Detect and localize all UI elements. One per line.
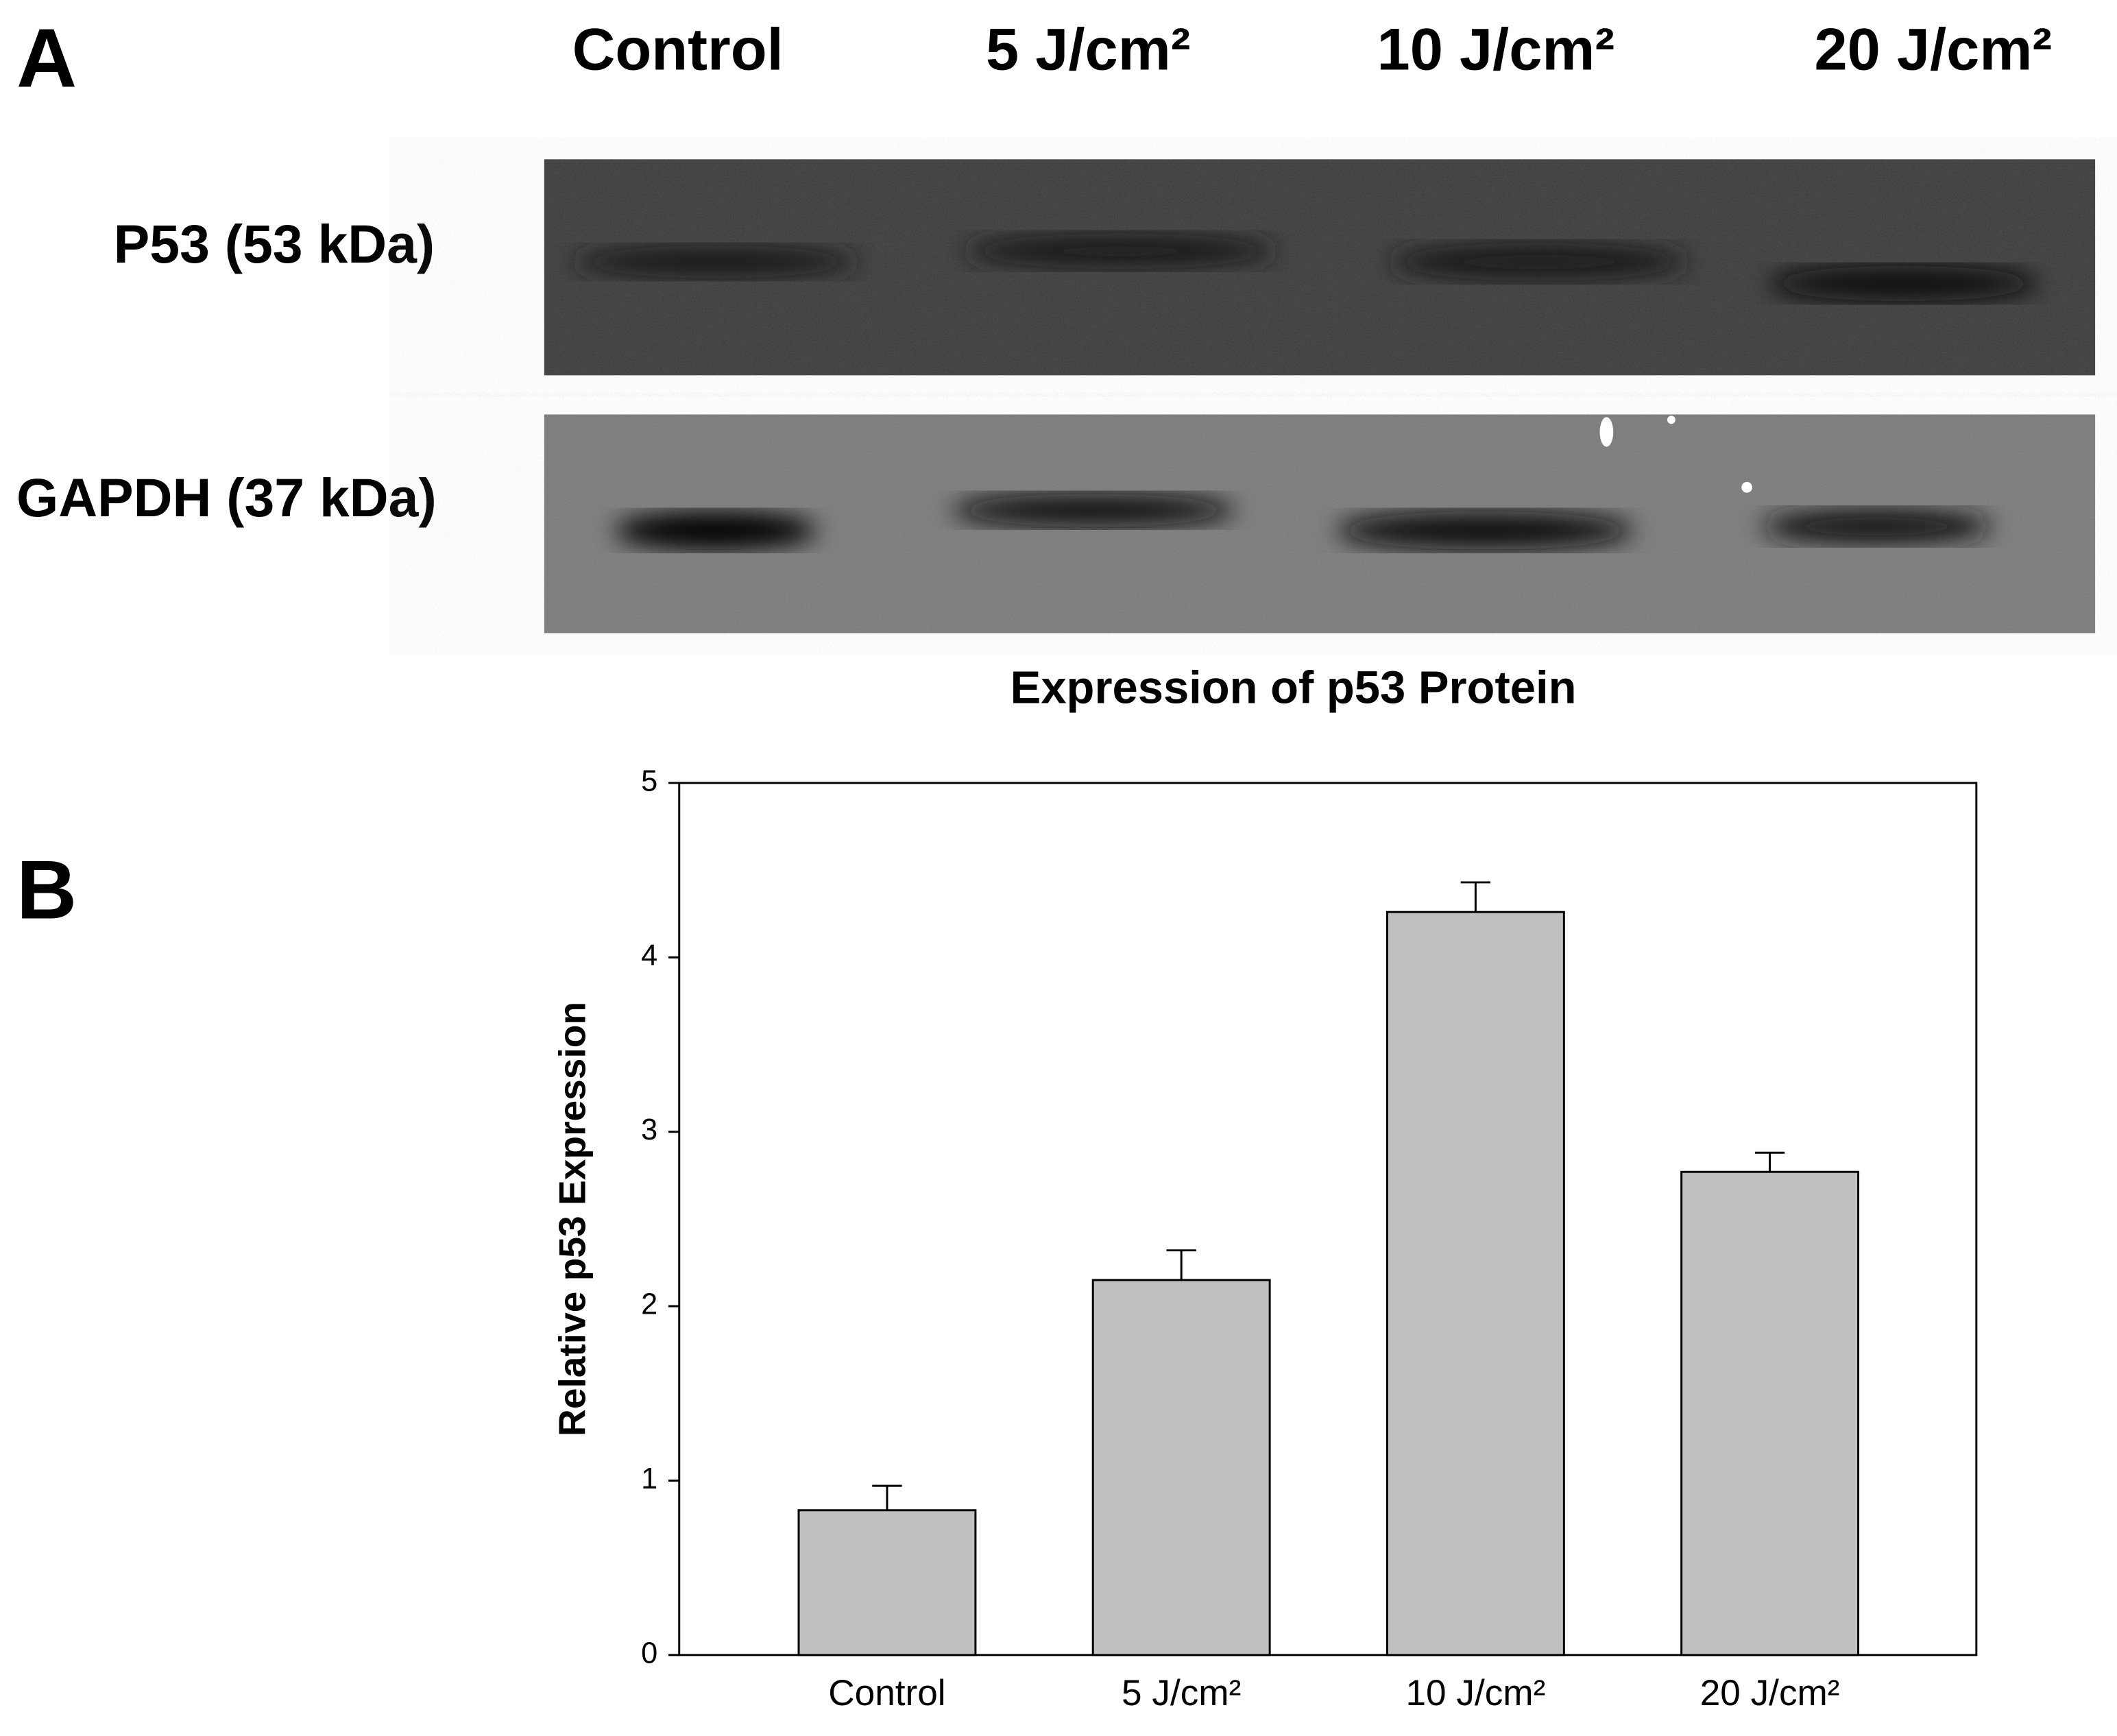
row-label: GAPDH (37 kDa) bbox=[16, 468, 437, 528]
x-tick-label: 10 J/cm² bbox=[1405, 1673, 1545, 1713]
y-tick-label: 3 bbox=[641, 1113, 657, 1146]
x-tick-label: 5 J/cm² bbox=[1122, 1673, 1241, 1713]
y-tick-label: 0 bbox=[641, 1637, 657, 1669]
panel-label: B bbox=[16, 843, 77, 937]
bar bbox=[1091, 1279, 1271, 1656]
blot-p53 bbox=[544, 159, 2096, 376]
y-axis-title: Relative p53 Expression bbox=[551, 1002, 594, 1436]
x-tick-label: 20 J/cm² bbox=[1700, 1673, 1840, 1713]
y-tick-label: 1 bbox=[641, 1462, 657, 1495]
row-label: P53 (53 kDa) bbox=[114, 214, 435, 274]
chart-title: Expression of p53 Protein bbox=[1011, 662, 1577, 714]
lane-label: 5 J/cm² bbox=[986, 17, 1191, 83]
y-tick-label: 5 bbox=[641, 764, 657, 797]
lane-label: 20 J/cm² bbox=[1814, 17, 2052, 83]
bar bbox=[797, 1509, 977, 1656]
lane-label: 10 J/cm² bbox=[1377, 17, 1615, 83]
plot-frame bbox=[678, 782, 1978, 1656]
blot-gapdh bbox=[544, 414, 2096, 634]
y-tick-label: 4 bbox=[641, 939, 657, 972]
y-tick-label: 2 bbox=[641, 1288, 657, 1321]
bar bbox=[1680, 1170, 1860, 1656]
x-tick-label: Control bbox=[828, 1673, 945, 1713]
bar bbox=[1386, 911, 1565, 1656]
lane-label: Control bbox=[572, 17, 784, 83]
panel-label: A bbox=[16, 11, 77, 105]
